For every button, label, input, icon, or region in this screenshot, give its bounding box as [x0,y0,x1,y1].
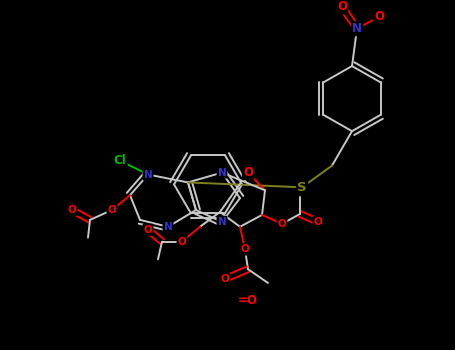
Text: O: O [243,166,253,179]
Text: S: S [297,181,307,194]
Text: N: N [217,168,227,177]
Text: O: O [241,244,249,254]
Text: N: N [164,222,172,232]
Text: O: O [221,274,229,284]
Text: O: O [374,10,384,23]
Text: N: N [352,22,362,35]
Text: O: O [278,219,286,229]
Text: O: O [108,205,116,215]
Text: O: O [177,237,187,246]
Text: O: O [337,0,347,13]
Text: N: N [217,217,227,227]
Text: O: O [313,217,323,227]
Text: N: N [144,169,152,180]
Text: O: O [144,225,152,235]
Text: O: O [68,205,76,215]
Text: =O: =O [238,294,258,307]
Text: Cl: Cl [114,154,126,167]
